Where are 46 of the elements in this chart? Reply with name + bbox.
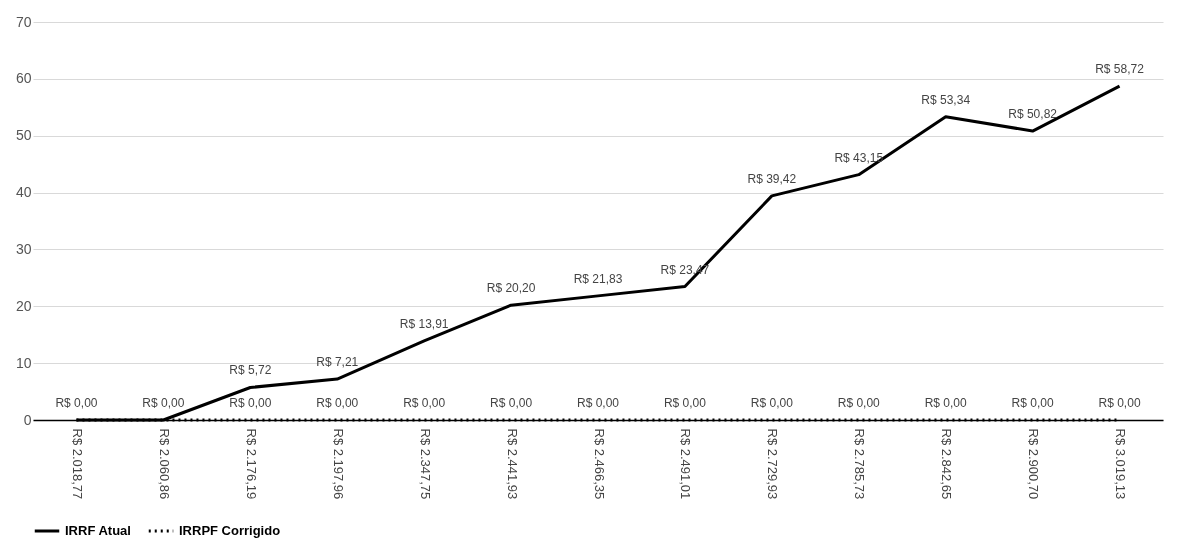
data-label: R$ 20,20 <box>486 281 536 296</box>
x-tick-label: R$ 2.900,70 <box>1026 428 1042 500</box>
data-label: R$ 0,00 <box>490 396 533 410</box>
x-tick-label: R$ 2.018,77 <box>69 428 85 500</box>
data-label: R$ 0,00 <box>663 396 707 410</box>
data-label: R$ 13,91 <box>399 316 449 331</box>
y-tick-label: 70 <box>15 13 32 30</box>
data-label: R$ 53,34 <box>921 92 971 107</box>
y-tick-label: 10 <box>15 354 32 371</box>
data-label: R$ 43,15 <box>834 150 884 165</box>
x-tick-label: R$ 2.441,93 <box>504 428 520 500</box>
data-label: R$ 0,00 <box>55 396 98 410</box>
data-label: R$ 58,72 <box>1095 62 1145 77</box>
data-label: R$ 0,00 <box>576 396 620 410</box>
data-label: R$ 50,82 <box>1008 107 1058 122</box>
data-label: R$ 0,00 <box>316 396 359 410</box>
data-label: R$ 39,42 <box>747 171 797 186</box>
data-label: R$ 0,00 <box>142 396 185 410</box>
x-tick-label: R$ 2.466,35 <box>591 428 607 500</box>
y-tick-label: 30 <box>15 240 32 257</box>
data-label: R$ 0,00 <box>1098 396 1141 410</box>
data-label: R$ 0,00 <box>837 396 881 410</box>
data-label: R$ 0,00 <box>403 396 446 410</box>
x-tick-label: R$ 3.019,13 <box>1113 428 1129 500</box>
data-label: R$ 0,00 <box>924 396 968 410</box>
x-tick-label: R$ 2.176,19 <box>243 428 259 500</box>
legend-label: IRRPF Corrigido <box>179 523 281 538</box>
x-tick-label: R$ 2.347,75 <box>417 428 433 500</box>
legend-label: IRRF Atual <box>65 523 131 538</box>
x-tick-label: R$ 2.197,96 <box>330 428 346 500</box>
data-label: R$ 0,00 <box>1011 396 1054 410</box>
y-tick-label: 50 <box>15 127 32 144</box>
x-tick-label: R$ 2.060,86 <box>156 428 172 500</box>
x-tick-label: R$ 2.491,01 <box>678 428 694 500</box>
x-tick-label: R$ 2.842,65 <box>939 428 955 500</box>
y-tick-label: 20 <box>15 297 32 314</box>
x-tick-label: R$ 2.729,93 <box>765 428 781 500</box>
data-label: R$ 7,21 <box>316 355 359 370</box>
data-label: R$ 0,00 <box>750 396 794 410</box>
data-label: R$ 0,00 <box>229 396 272 410</box>
data-label: R$ 21,83 <box>573 271 623 286</box>
y-tick-label: 60 <box>15 70 32 87</box>
y-tick-label: 40 <box>15 184 32 201</box>
x-tick-label: R$ 2.785,73 <box>852 428 868 500</box>
data-label: R$ 5,72 <box>229 363 272 378</box>
y-tick-label: 0 <box>23 411 32 428</box>
